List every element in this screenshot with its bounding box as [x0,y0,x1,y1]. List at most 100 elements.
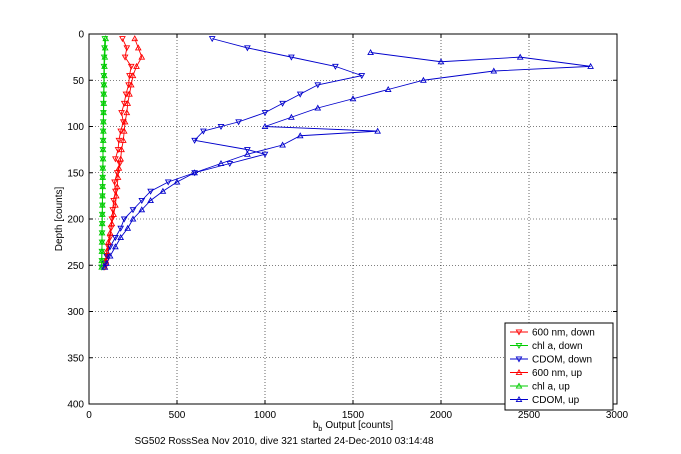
data-point [101,44,109,51]
data-point [516,53,524,60]
data-point [288,54,295,61]
data-point [110,210,118,217]
data-point [102,35,110,42]
data-point [164,179,172,186]
x-axis-label-main: Output [counts] [325,420,393,431]
x-tick-label: 0 [86,410,92,421]
data-point [208,36,216,43]
data-point [112,234,119,242]
data-point [279,141,286,148]
data-point [118,146,125,153]
y-tick-label: 300 [67,307,84,318]
data-point [384,85,392,93]
data-point [244,147,251,154]
data-point [100,99,108,106]
data-point [99,164,107,171]
data-point [261,110,269,117]
data-point [126,90,133,97]
legend-entry: chl a, up [532,382,570,393]
data-point [119,36,126,43]
data-point [99,136,107,143]
x-tick-label: 2500 [518,410,541,421]
series-line [101,38,107,268]
data-point [99,192,106,199]
x-axis-label: bb Output [counts] [313,420,394,433]
data-point [173,178,181,185]
y-tick-label: 0 [78,30,84,41]
data-point [99,210,106,217]
data-point [138,53,146,60]
x-tick-label: 2000 [430,410,453,421]
data-point [123,109,131,116]
data-point [332,63,339,70]
data-point [115,137,123,144]
data-point [98,238,106,245]
data-point [118,110,125,117]
data-point [367,48,374,56]
data-point [374,127,382,134]
data-point [191,137,198,144]
legend-marker [515,329,523,336]
data-point [191,169,198,176]
series-4 [98,35,110,270]
data-point [127,63,135,70]
axis-ticks: 0 500 1000 1500 2000 2500 3000 0 50 100 150 200 250 3… [67,30,628,422]
data-point [117,155,125,162]
data-point [314,104,322,111]
data-point [129,215,137,222]
y-tick-label: 50 [73,76,85,87]
data-point [235,119,242,126]
y-tick-label: 100 [67,122,84,133]
data-point [106,229,114,236]
data-point [112,243,119,250]
data-point [100,109,107,116]
data-point [98,263,106,270]
data-point [98,229,106,236]
y-axis-label: Depth [counts] [54,187,65,252]
data-point [244,45,251,52]
data-point [111,179,118,186]
data-point [296,132,304,139]
data-point [103,259,110,266]
data-point [100,127,107,134]
data-point [106,252,114,259]
data-point [121,118,129,125]
data-point [288,113,295,120]
data-point [159,187,167,194]
legend-entry: CDOM, up [532,395,580,406]
data-point [122,91,130,98]
data-point [261,151,269,158]
legend-entry: 600 nm, up [532,368,582,379]
x-axis-label-prefix: b [313,420,319,431]
data-point [123,45,131,52]
data-point [124,224,132,231]
data-point [314,82,322,89]
data-point [114,173,122,180]
data-point [490,67,498,74]
legend-entry: chl a, down [532,341,583,352]
x-tick-label: 1000 [254,410,277,421]
data-point [114,147,122,154]
data-point [113,183,121,190]
data-point [108,220,116,227]
data-point [226,160,234,168]
data-point [138,206,146,213]
y-tick-label: 250 [67,261,84,272]
data-point [101,62,108,69]
data-point [99,173,107,180]
data-point [126,73,133,80]
data-point [129,207,137,214]
data-point [217,123,225,131]
data-point [261,122,269,130]
data-point [99,183,107,190]
x-tick-label: 3000 [606,410,629,421]
data-point [98,247,106,254]
data-point [112,201,119,208]
y-tick-label: 200 [67,215,84,226]
y-tick-label: 350 [67,353,84,364]
data-point [131,35,139,42]
data-point [101,53,109,60]
data-point [99,155,107,162]
data-point [99,146,107,153]
legend-box [504,322,614,411]
